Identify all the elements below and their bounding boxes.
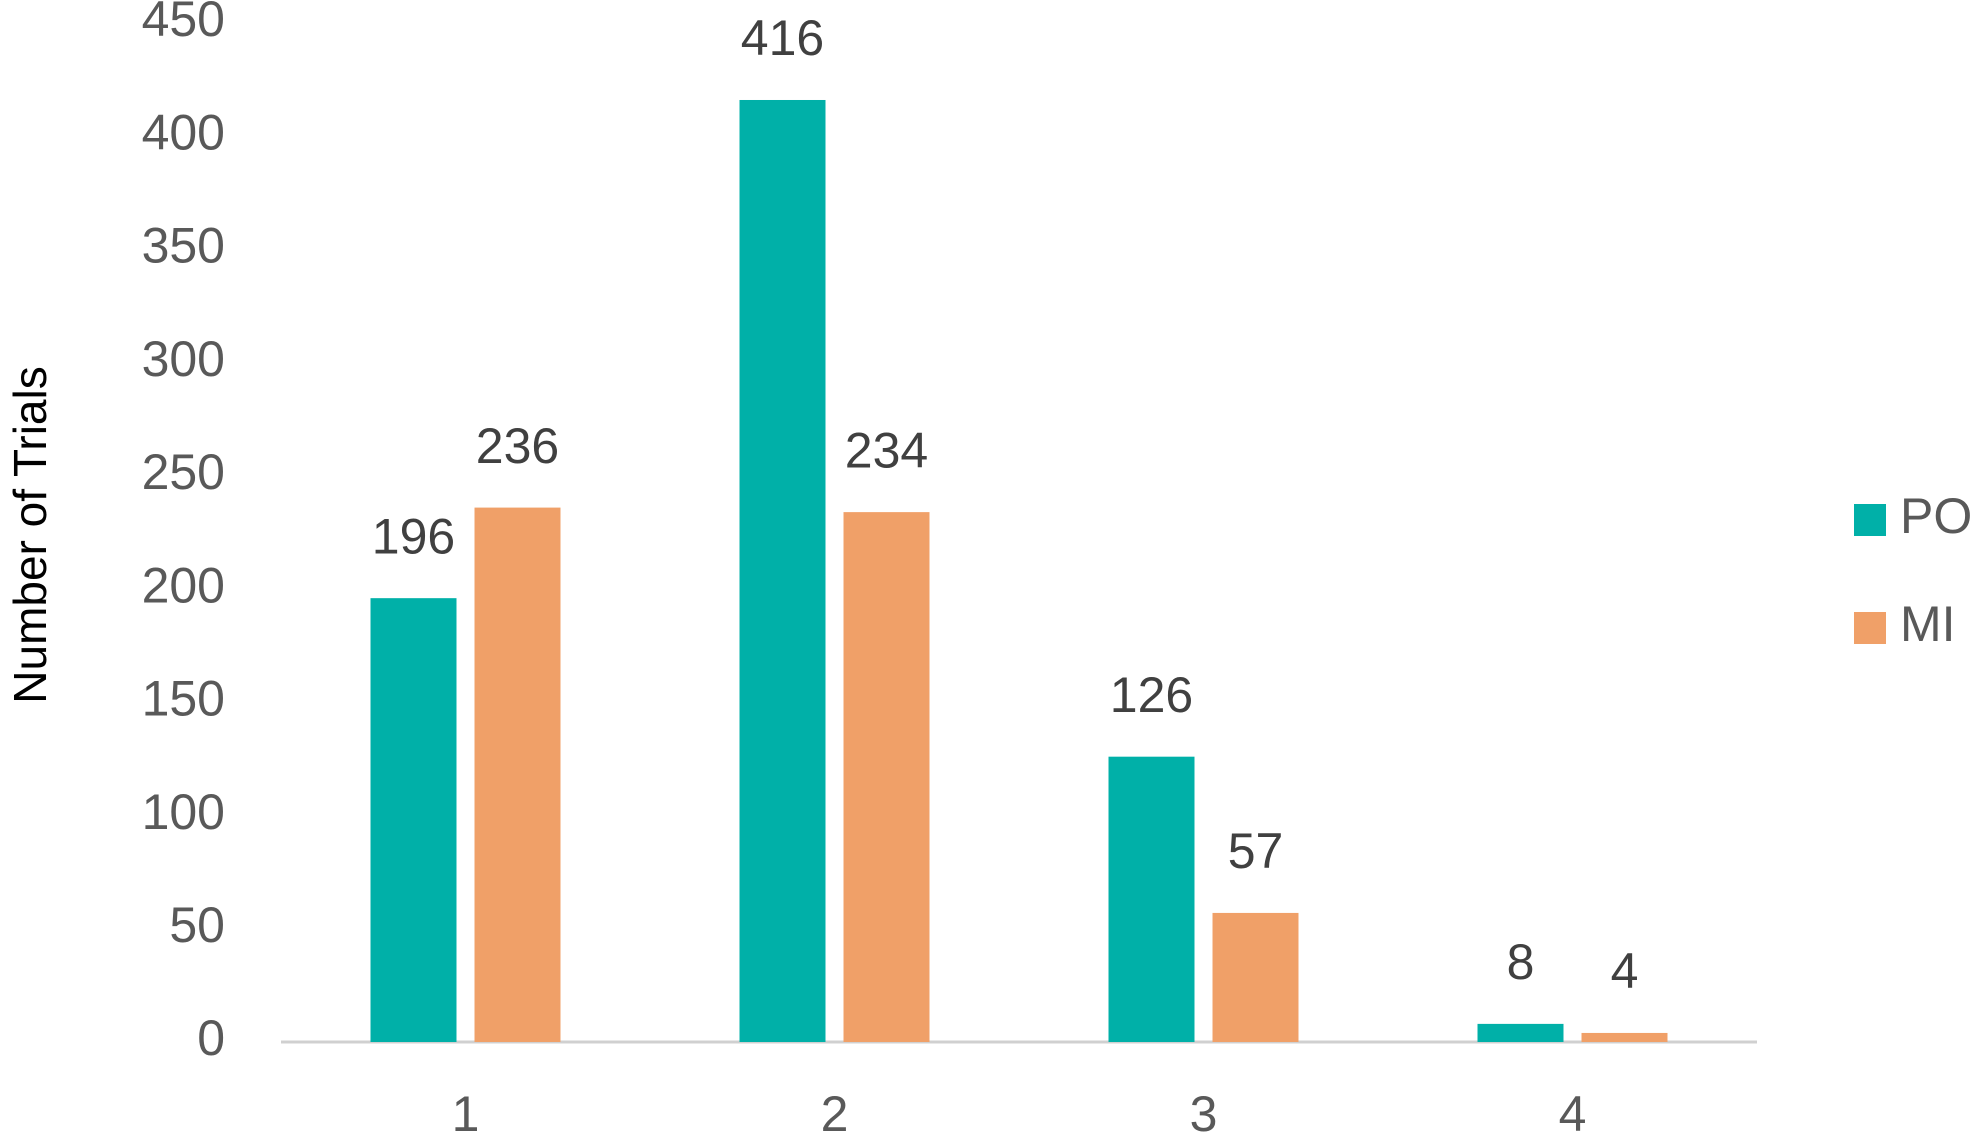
legend-swatch — [1854, 504, 1886, 536]
value-label: 236 — [476, 418, 559, 474]
y-tick-label: 400 — [142, 104, 225, 160]
value-label: 126 — [1110, 667, 1193, 723]
y-tick-label: 450 — [142, 0, 225, 47]
y-tick-label: 150 — [142, 671, 225, 727]
bar — [739, 99, 826, 1043]
value-label: 57 — [1228, 823, 1284, 879]
bar — [1108, 756, 1195, 1042]
legend-swatch — [1854, 612, 1886, 644]
value-label: 8 — [1507, 934, 1535, 990]
y-tick-label: 200 — [142, 557, 225, 613]
value-label: 234 — [845, 422, 928, 478]
y-tick-label: 300 — [142, 331, 225, 387]
value-label: 196 — [372, 508, 455, 564]
bar — [1581, 1032, 1668, 1042]
legend-label: PO — [1900, 488, 1972, 544]
y-tick-label: 250 — [142, 444, 225, 500]
bar — [370, 598, 457, 1042]
y-axis-title: Number of Trials — [4, 366, 56, 703]
y-tick-label: 100 — [142, 784, 225, 840]
value-label: 416 — [741, 10, 824, 66]
bar — [1212, 912, 1299, 1042]
y-tick-label: 50 — [169, 897, 225, 953]
value-label: 4 — [1611, 943, 1639, 999]
bar — [1477, 1023, 1564, 1042]
x-tick-label: 1 — [452, 1086, 480, 1142]
x-tick-label: 4 — [1559, 1086, 1587, 1142]
bar — [843, 512, 930, 1042]
x-tick-label: 2 — [821, 1086, 849, 1142]
bar — [474, 507, 561, 1042]
y-tick-label: 350 — [142, 218, 225, 274]
x-tick-label: 3 — [1190, 1086, 1218, 1142]
y-tick-label: 0 — [197, 1010, 225, 1066]
legend-label: MI — [1900, 596, 1956, 652]
